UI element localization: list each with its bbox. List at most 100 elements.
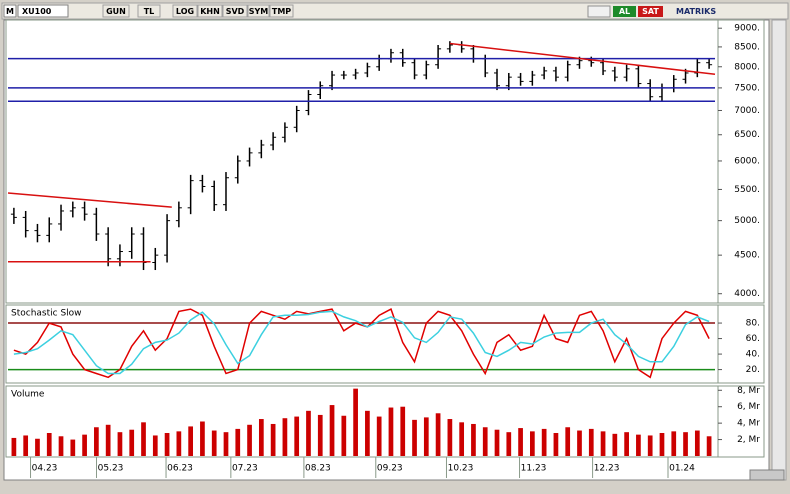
x-tick-label: 04.23 xyxy=(32,464,58,474)
toolbar-buttons: GUN TL LOG KHN SVD SYM TMP xyxy=(102,4,294,18)
volume-bar xyxy=(365,410,370,456)
volume-bar xyxy=(270,423,276,456)
sell-label[interactable]: SAT xyxy=(642,7,659,16)
volume-bar xyxy=(247,424,252,456)
toolbar-button[interactable] xyxy=(102,4,130,18)
volume-bar xyxy=(518,428,523,456)
y-tick-label: 6000. xyxy=(734,156,760,166)
y-tick-label: 6500. xyxy=(734,130,760,140)
y-tick-label: 80. xyxy=(746,319,760,329)
y-tick-label: 7000. xyxy=(734,106,760,116)
x-tick-label: 11.23 xyxy=(521,464,547,474)
volume-bar xyxy=(152,435,158,456)
volume-bar xyxy=(70,439,76,456)
toolbar-button[interactable] xyxy=(172,4,198,18)
volume-bar xyxy=(164,433,170,456)
volume-bar xyxy=(317,414,323,456)
toolbar-button-label[interactable]: TL xyxy=(144,7,155,16)
volume-bar xyxy=(423,417,429,456)
volume-bar xyxy=(105,424,111,456)
toolbar-button-label[interactable]: LOG xyxy=(176,7,194,16)
panel-frame xyxy=(5,385,765,458)
scroll-buttons[interactable] xyxy=(749,469,785,481)
volume-bar xyxy=(141,422,146,456)
volume-bar xyxy=(388,407,394,456)
buy-label[interactable]: AL xyxy=(619,7,630,16)
volume-bar xyxy=(412,419,417,456)
toolbar-button[interactable] xyxy=(197,4,223,18)
symbol-menu-label[interactable]: M xyxy=(6,7,14,16)
volume-bar xyxy=(459,422,465,456)
icons[interactable] xyxy=(587,5,611,18)
volume-bar xyxy=(506,432,512,456)
volume-bar xyxy=(553,433,559,456)
toolbar-button[interactable] xyxy=(269,4,294,18)
toolbar-button-label[interactable]: KHN xyxy=(200,7,220,16)
toolbar-button-label[interactable]: SYM xyxy=(249,7,269,16)
volume-bar xyxy=(624,432,629,456)
panel-title: Volume xyxy=(11,390,45,400)
volume-bar xyxy=(82,434,87,456)
volume-bar xyxy=(671,431,677,456)
x-tick-label: 09.23 xyxy=(377,464,403,474)
volume-bar xyxy=(94,427,99,456)
y-tick-label: 5500. xyxy=(734,185,760,195)
volume-bar xyxy=(636,434,641,456)
y-tick-label: 4500. xyxy=(734,251,760,261)
toolbar-button[interactable] xyxy=(247,4,270,18)
symbol-menu[interactable] xyxy=(3,4,17,18)
volume-bar xyxy=(494,429,500,456)
toolbar-button-label[interactable]: GUN xyxy=(106,7,126,16)
y-tick-label: 7500. xyxy=(734,83,760,93)
buy-button[interactable] xyxy=(613,6,636,17)
volume-bar xyxy=(647,435,653,456)
toolbar-button-label[interactable]: SVD xyxy=(226,7,245,16)
y-tick-label: 6, Mr xyxy=(737,402,760,412)
chart-area xyxy=(3,19,770,481)
y-tick-label: 8, Mr xyxy=(737,386,760,396)
volume-bar xyxy=(200,421,205,456)
x-tick-label: 05.23 xyxy=(98,464,124,474)
volume-bar xyxy=(588,428,594,456)
panel-frame xyxy=(5,304,765,384)
toolbar-button[interactable] xyxy=(222,4,248,18)
y-tick-label: 4000. xyxy=(734,289,760,299)
toolbar-button-label[interactable]: TMP xyxy=(272,7,291,16)
scrollbar[interactable] xyxy=(771,19,787,481)
x-tick-label: 08.23 xyxy=(305,464,331,474)
symbol[interactable]: XU100 xyxy=(22,7,52,16)
toolbar-button[interactable] xyxy=(137,4,161,18)
volume-bar xyxy=(294,416,300,456)
x-tick-label: 06.23 xyxy=(167,464,193,474)
stochastic-line xyxy=(13,308,710,379)
stochastic-line xyxy=(13,310,710,375)
volume-bar xyxy=(341,415,347,456)
volume-bar xyxy=(447,419,453,456)
volume-bar xyxy=(683,432,688,456)
volume-bar xyxy=(329,405,335,456)
volume-bar xyxy=(694,430,700,456)
volume-bar xyxy=(600,431,606,456)
volume-bar xyxy=(35,438,40,456)
volume-bar xyxy=(282,418,288,456)
volume-bar xyxy=(541,428,547,456)
trend-line xyxy=(7,192,172,208)
volume-bar xyxy=(376,416,382,456)
y-tick-label: 20. xyxy=(746,365,760,375)
x-tick-label: 12.23 xyxy=(594,464,620,474)
x-tick-label: 01.24 xyxy=(669,464,695,474)
volume-bar xyxy=(471,423,476,456)
symbol-box[interactable] xyxy=(17,4,69,18)
volume-bar xyxy=(659,433,665,456)
y-tick-label: 9000. xyxy=(734,24,760,34)
volume-bar xyxy=(435,413,441,456)
y-tick-label: 40. xyxy=(746,350,760,360)
y-tick-label: 60. xyxy=(746,334,760,344)
volume-bar xyxy=(400,406,406,456)
sell-button[interactable] xyxy=(638,6,663,17)
volume-bar xyxy=(176,431,182,456)
y-tick-label: 8500. xyxy=(734,42,760,52)
volume-bar xyxy=(129,429,135,456)
